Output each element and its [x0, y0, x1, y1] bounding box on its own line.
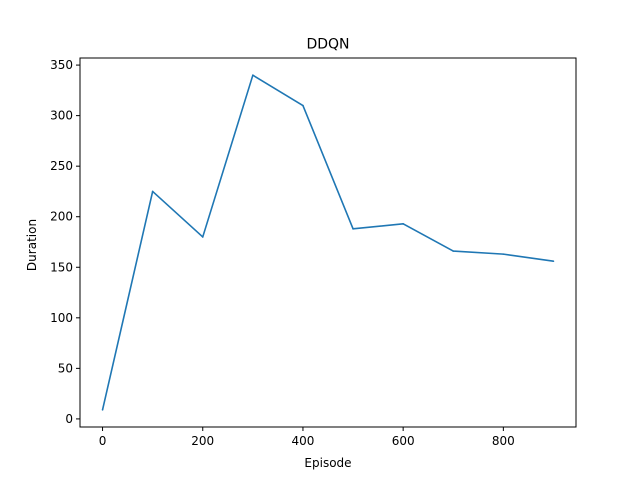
data-point — [502, 253, 505, 255]
y-tick-label: 250 — [50, 159, 73, 173]
y-axis-label: Duration — [25, 219, 39, 271]
chart-title: DDQN — [306, 37, 349, 53]
data-point — [151, 190, 154, 193]
data-point — [252, 74, 254, 76]
x-tick-label: 0 — [99, 434, 107, 448]
x-tick-label: 200 — [191, 434, 214, 448]
series-line — [101, 74, 554, 410]
axis-ticks: 0 200 400 600 800 0 50 100 150 200 250 300 350 — [50, 58, 515, 448]
data-point — [452, 250, 455, 252]
data-point — [402, 222, 404, 225]
y-tick-label: 150 — [50, 260, 73, 274]
series-layer — [101, 74, 555, 411]
y-tick-label: 100 — [50, 311, 73, 325]
y-tick-label: 50 — [58, 361, 73, 375]
x-tick-label: 800 — [492, 434, 515, 448]
plot-area-frame — [79, 57, 577, 428]
y-tick-label: 0 — [65, 412, 73, 426]
data-point — [352, 228, 354, 230]
x-axis-label: Episode — [304, 456, 351, 470]
x-tick-label: 600 — [392, 434, 415, 448]
data-point — [302, 104, 304, 107]
data-point — [552, 260, 555, 263]
y-tick-label: 200 — [50, 210, 73, 224]
data-point — [101, 409, 104, 411]
x-tick-label: 400 — [291, 434, 314, 448]
data-point — [201, 236, 204, 238]
y-tick-label: 300 — [50, 109, 73, 123]
y-tick-label: 350 — [50, 58, 73, 72]
